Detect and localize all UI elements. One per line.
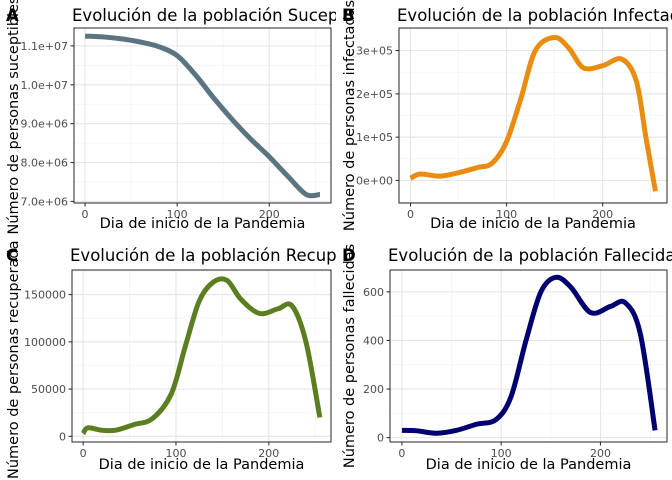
x-tick-label: 0 xyxy=(80,447,87,460)
plot-area xyxy=(74,28,331,203)
y-axis-title: Número de personas recuperadas xyxy=(6,233,22,479)
panel-title: Evolución de la población Suceptible xyxy=(72,6,375,25)
x-tick-label: 200 xyxy=(259,208,280,221)
x-tick-label: 200 xyxy=(592,208,613,221)
panel-c: 0 100 200 0 50000 100000 150000 Dia de inicio d… xyxy=(6,233,384,479)
panel-title: Evolución de la población Infectada xyxy=(397,6,672,25)
panel-b: 0 100 200 0e+00 1e+05 2e+05 3e+05 Dia de inicio… xyxy=(342,0,672,232)
y-axis-title: Número de personas infectadas xyxy=(342,0,358,231)
y-tick-label: 1.0e+07 xyxy=(21,79,68,92)
y-axis-title: Número de personas fallecidas xyxy=(342,244,358,468)
x-axis-title: Dia de inicio de la Pandemia xyxy=(430,216,636,232)
y-tick-label: 150000 xyxy=(24,289,66,302)
x-axis-title: Dia de inicio de la Pandemia xyxy=(426,457,632,473)
y-tick-label: 0e+00 xyxy=(356,174,393,187)
panel-tag: C xyxy=(6,246,18,265)
y-tick-label: 1e+05 xyxy=(356,131,393,144)
panel-a: 0 100 200 7.0e+06 8.0e+06 9.0e+06 1.0e+07 1.1e+… xyxy=(6,0,375,234)
panel-border xyxy=(389,269,668,443)
panel-title: Evolución de la población Fallecida ( xyxy=(388,246,672,265)
y-tick-label: 7.0e+06 xyxy=(21,195,68,208)
x-axis-title: Dia de inicio de la Pandemia xyxy=(99,457,305,473)
y-tick-label: 1.1e+07 xyxy=(21,40,68,53)
y-tick-label: 2e+05 xyxy=(356,88,393,101)
x-tick-label: 200 xyxy=(590,447,611,460)
x-tick-label: 0 xyxy=(407,208,414,221)
y-tick-label: 9.0e+06 xyxy=(21,118,68,131)
y-tick-label: 0 xyxy=(377,432,384,445)
series-line xyxy=(84,33,321,199)
x-tick-label: 0 xyxy=(398,447,405,460)
y-tick-label: 100000 xyxy=(24,336,66,349)
y-tick-label: 8.0e+06 xyxy=(21,157,68,170)
panel-border xyxy=(398,27,668,204)
panel-title: Evolución de la población Recuperada xyxy=(70,246,384,265)
x-axis-title: Dia de inicio de la Pandemia xyxy=(100,216,306,232)
x-tick-label: 100 xyxy=(496,208,517,221)
panel-tag: A xyxy=(6,6,19,25)
x-tick-label: 0 xyxy=(82,208,89,221)
y-axis-title: Número de personas suceptibles xyxy=(6,0,22,234)
y-tick-label: 3e+05 xyxy=(356,45,393,58)
y-tick-label: 600 xyxy=(363,286,384,299)
series-line xyxy=(80,276,323,436)
panel-border xyxy=(73,27,332,204)
y-tick-label: 0 xyxy=(59,430,66,443)
series-line xyxy=(401,274,658,436)
x-tick-label: 100 xyxy=(165,447,186,460)
series-line xyxy=(409,35,658,192)
plot-area xyxy=(390,270,667,442)
panel-border xyxy=(71,269,332,443)
x-tick-label: 100 xyxy=(167,208,188,221)
y-tick-label: 50000 xyxy=(31,383,66,396)
x-tick-label: 100 xyxy=(491,447,512,460)
x-tick-label: 200 xyxy=(258,447,279,460)
panel-tag: D xyxy=(342,246,356,265)
y-tick-label: 200 xyxy=(363,383,384,396)
panel-d: 0 100 200 0 200 400 600 Dia de inicio de la Pan… xyxy=(342,244,672,473)
y-tick-label: 400 xyxy=(363,334,384,347)
panel-tag: B xyxy=(342,6,355,25)
